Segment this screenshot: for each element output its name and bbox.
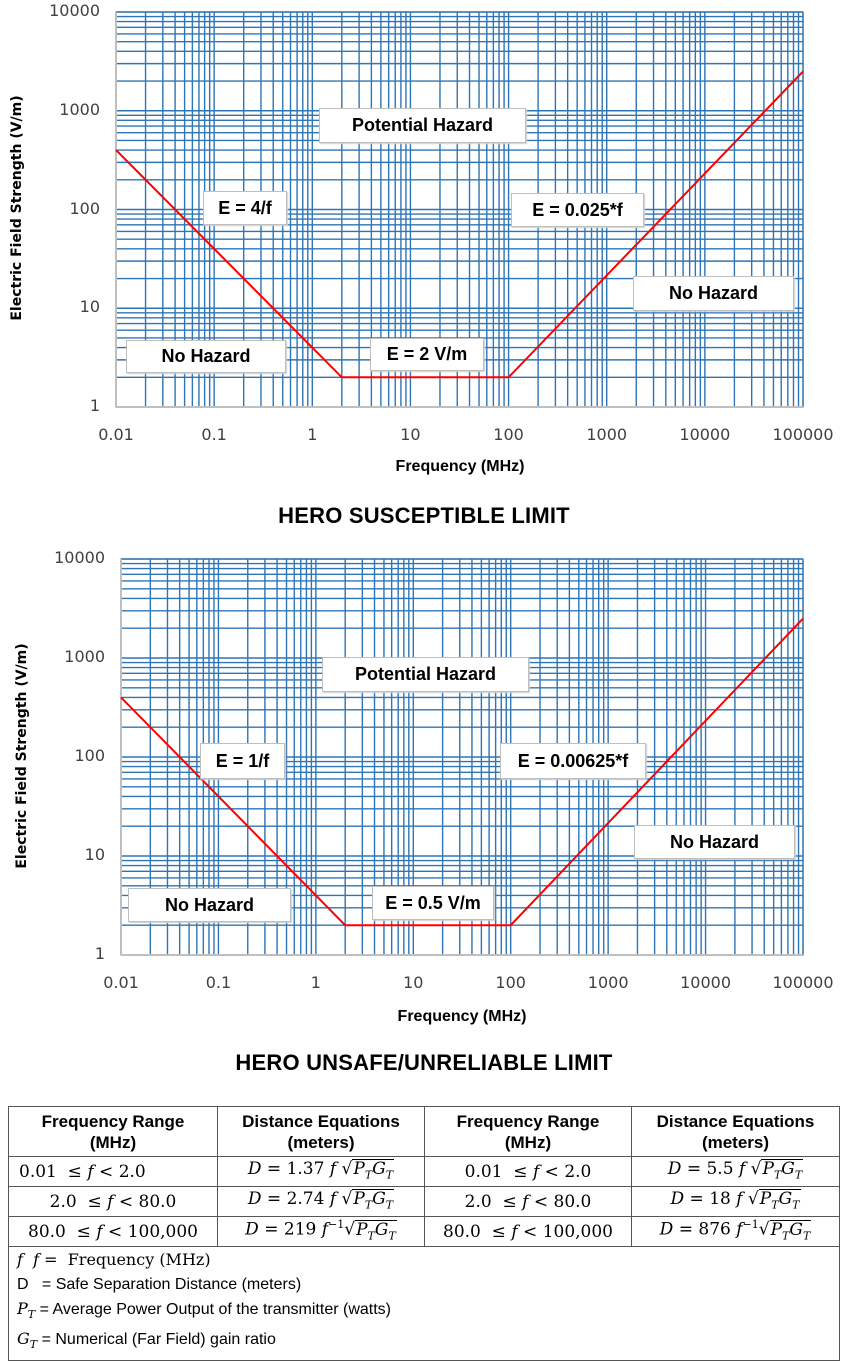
note-gain: GT = Numerical (Far Field) gain ratio xyxy=(17,1329,276,1352)
x-tick-label: 10000 xyxy=(680,973,732,992)
x-tick-label: 1000 xyxy=(586,425,628,444)
x-tick-label: 10000 xyxy=(679,425,731,444)
chart-annotation-box: E = 4/f xyxy=(203,191,287,225)
y-tick-label: 10000 xyxy=(49,1,100,20)
frequency-range-cell: 2.0 ≤ f < 80.0 xyxy=(8,1186,218,1217)
distance-equation-cell: D = 2.74 f √PTGT xyxy=(217,1186,425,1217)
chart-annotation-box: Potential Hazard xyxy=(322,657,529,692)
limit-line xyxy=(120,617,804,927)
header-frequency-range: Frequency Range (MHz) xyxy=(8,1106,218,1157)
table-row: 0.01 ≤ f < 2.0 D = 1.37 f √PTGT 0.01 ≤ f… xyxy=(8,1156,840,1187)
x-tick-label: 10 xyxy=(400,425,421,444)
x-tick-label: 100 xyxy=(495,973,526,992)
x-tick-label: 1 xyxy=(310,973,321,992)
note-distance: D = Safe Separation Distance (meters) xyxy=(17,1276,302,1293)
header-distance-equations: Distance Equations (meters) xyxy=(217,1106,425,1157)
chart-annotation-box: E = 0.025*f xyxy=(511,193,644,227)
y-tick-label: 1000 xyxy=(59,99,100,119)
hero-susceptible-limit-chart: Electric Field Strength (V/m) Frequency … xyxy=(0,0,848,530)
table-notes-row: f f = Frequency (MHz) D = Safe Separatio… xyxy=(8,1245,840,1361)
chart-annotation-box: E = 0.5 V/m xyxy=(372,886,494,920)
chart-annotation-box: E = 2 V/m xyxy=(370,338,484,371)
hero-unsafe-unreliable-limit-chart: Electric Field Strength (V/m) Frequency … xyxy=(14,548,834,1075)
note-frequency: f f = Frequency (MHz) xyxy=(17,1250,211,1269)
x-tick-label: 0.1 xyxy=(205,973,232,992)
distance-equation-cell: D = 1.37 f √PTGT xyxy=(217,1156,425,1187)
y-tick-label: 10000 xyxy=(54,548,105,567)
chart-title: HERO SUSCEPTIBLE LIMIT xyxy=(278,503,570,528)
y-tick-label: 10 xyxy=(84,845,105,864)
chart-annotation-box: No Hazard xyxy=(128,888,291,922)
note-power: PT = Average Power Output of the transmi… xyxy=(17,1299,391,1322)
chart-annotation-box: No Hazard xyxy=(126,340,286,373)
chart-annotation-box: No Hazard xyxy=(633,276,794,311)
frequency-range-cell: 80.0 ≤ f < 100,000 xyxy=(424,1216,632,1247)
y-tick-label: 1000 xyxy=(64,647,105,666)
distance-equation-cell: D = 5.5 f √PTGT xyxy=(631,1156,840,1187)
x-tick-label: 1000 xyxy=(587,973,629,992)
table-row: 80.0 ≤ f < 100,000 D = 219 f−1√PTGT 80.0… xyxy=(8,1216,840,1247)
y-tick-label: 100 xyxy=(74,746,105,765)
y-tick-label: 100 xyxy=(69,198,100,218)
x-axis-label: Frequency (MHz) xyxy=(395,458,525,475)
chart-annotation-box: Potential Hazard xyxy=(319,108,526,143)
chart-annotation-box: E = 0.00625*f xyxy=(500,743,646,779)
chart-annotation-box: No Hazard xyxy=(634,825,795,859)
x-axis-label: Frequency (MHz) xyxy=(397,1008,527,1025)
y-tick-label: 1 xyxy=(89,396,100,415)
table-header-row: Frequency Range (MHz) Distance Equations(… xyxy=(8,1106,840,1157)
header-frequency-range: Frequency Range (MHz) xyxy=(424,1106,632,1157)
frequency-range-cell: 80.0 ≤ f < 100,000 xyxy=(8,1216,218,1247)
chart-annotation-box: E = 1/f xyxy=(200,743,285,779)
x-tick-label: 100000 xyxy=(772,425,834,444)
y-tick-label: 1 xyxy=(94,944,105,963)
distance-equation-cell: D = 876 f−1√PTGT xyxy=(631,1216,840,1247)
x-tick-label: 0.01 xyxy=(103,973,139,992)
y-tick-label: 10 xyxy=(79,297,100,317)
frequency-range-cell: 0.01 ≤ f < 2.0 xyxy=(424,1156,632,1187)
distance-equation-cell: D = 219 f−1√PTGT xyxy=(217,1216,425,1247)
limit-line xyxy=(115,70,804,379)
chart-title: HERO UNSAFE/UNRELIABLE LIMIT xyxy=(235,1050,613,1075)
distance-equation-cell: D = 18 f √PTGT xyxy=(631,1186,840,1217)
distance-equations-table: Frequency Range (MHz) Distance Equations(… xyxy=(8,1106,840,1361)
x-tick-label: 100000 xyxy=(772,973,834,992)
x-tick-label: 10 xyxy=(403,973,424,992)
frequency-range-cell: 0.01 ≤ f < 2.0 xyxy=(8,1156,218,1187)
x-tick-label: 100 xyxy=(493,425,524,444)
x-tick-label: 0.1 xyxy=(201,425,227,444)
frequency-range-cell: 2.0 ≤ f < 80.0 xyxy=(424,1186,632,1217)
header-distance-equations: Distance Equations (meters) xyxy=(631,1106,840,1157)
x-tick-label: 1 xyxy=(307,425,318,444)
table-row: 2.0 ≤ f < 80.0 D = 2.74 f √PTGT 2.0 ≤ f … xyxy=(8,1186,840,1217)
legend-notes: f f = Frequency (MHz) D = Safe Separatio… xyxy=(8,1245,840,1361)
x-tick-label: 0.01 xyxy=(98,425,134,444)
